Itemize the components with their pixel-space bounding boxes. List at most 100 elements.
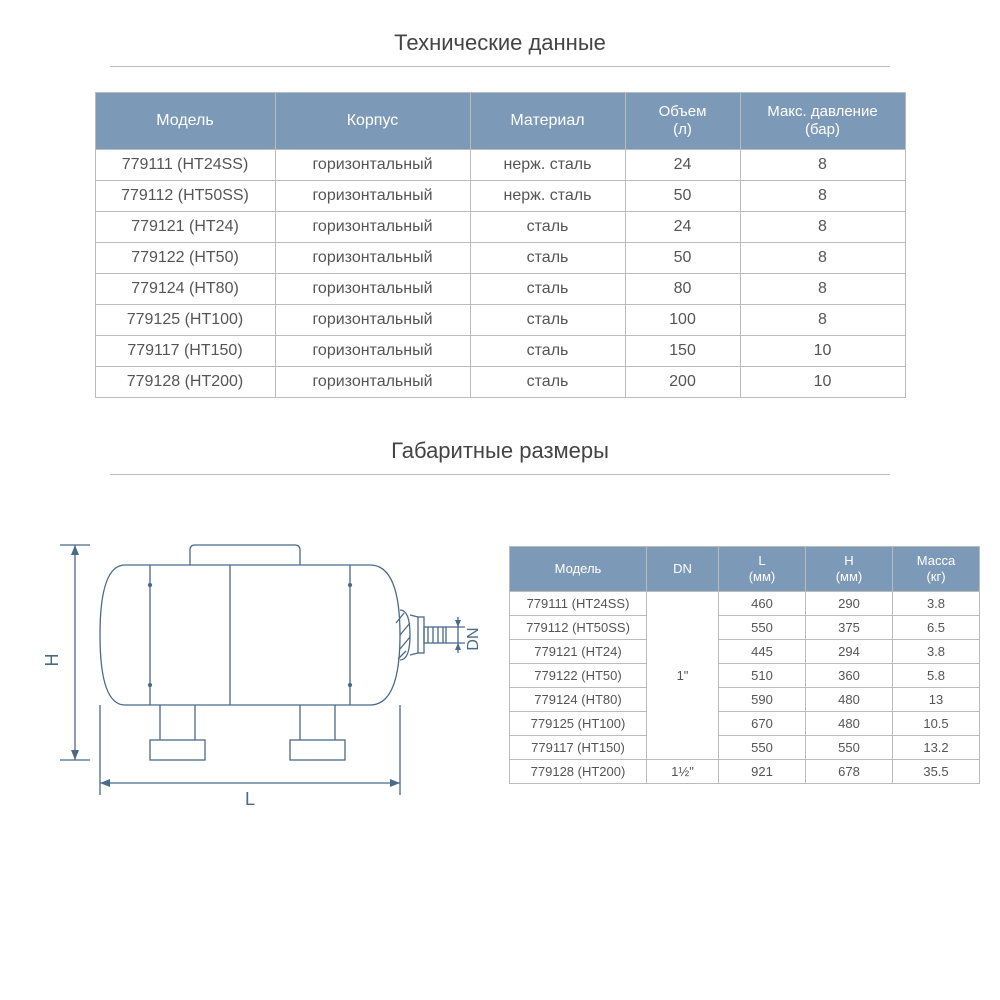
cell-material: сталь (470, 212, 625, 243)
col-l: L (мм) (719, 547, 806, 591)
cell-mass: 5.8 (893, 663, 980, 687)
cell-h: 360 (806, 663, 893, 687)
cell-mass: 10.5 (893, 711, 980, 735)
cell-l: 460 (719, 591, 806, 615)
cell-pmax: 10 (740, 367, 905, 398)
cell-model: 779128 (HT200) (95, 367, 275, 398)
label-l: L (245, 789, 255, 809)
tank-svg: H (40, 515, 480, 815)
col-material: Материал (470, 93, 625, 150)
cell-volume: 50 (625, 243, 740, 274)
cell-model: 779112 (HT50SS) (95, 181, 275, 212)
cell-model: 779117 (HT150) (95, 336, 275, 367)
cell-model: 779112 (HT50SS) (510, 615, 647, 639)
table-row: 779125 (HT100)горизонтальныйсталь1008 (95, 305, 905, 336)
cell-material: сталь (470, 305, 625, 336)
table-row: 779111 (HT24SS)1"4602903.8 (510, 591, 980, 615)
cell-body: горизонтальный (275, 181, 470, 212)
cell-pmax: 8 (740, 305, 905, 336)
label-dn: DN (465, 627, 480, 650)
cell-pmax: 8 (740, 181, 905, 212)
cell-mass: 6.5 (893, 615, 980, 639)
cell-material: сталь (470, 336, 625, 367)
table-row: 779128 (HT200)горизонтальныйсталь20010 (95, 367, 905, 398)
cell-volume: 150 (625, 336, 740, 367)
cell-body: горизонтальный (275, 243, 470, 274)
cell-body: горизонтальный (275, 150, 470, 181)
col-pmax-l1: Макс. давление (767, 103, 877, 120)
cell-volume: 50 (625, 181, 740, 212)
table-row: 779117 (HT150)горизонтальныйсталь15010 (95, 336, 905, 367)
cell-h: 290 (806, 591, 893, 615)
cell-model: 779128 (HT200) (510, 759, 647, 783)
dims-title: Габаритные размеры (0, 438, 1000, 464)
tech-data-title: Технические данные (0, 30, 1000, 56)
cell-l: 445 (719, 639, 806, 663)
cell-model: 779117 (HT150) (510, 735, 647, 759)
cell-dn: 1½" (647, 759, 719, 783)
table-row: 779112 (HT50SS) 5503756.5 (510, 615, 980, 639)
cell-pmax: 8 (740, 243, 905, 274)
cell-volume: 80 (625, 274, 740, 305)
cell-l: 550 (719, 615, 806, 639)
cell-material: нерж. сталь (470, 150, 625, 181)
cell-h: 375 (806, 615, 893, 639)
cell-l: 510 (719, 663, 806, 687)
cell-model: 779124 (HT80) (510, 687, 647, 711)
cell-pmax: 8 (740, 150, 905, 181)
cell-mass: 3.8 (893, 639, 980, 663)
table-header-row: Модель DN L (мм) H (мм) Масса (кг) (510, 547, 980, 591)
col-model: Модель (510, 547, 647, 591)
cell-model: 779125 (HT100) (95, 305, 275, 336)
col-volume: Объем (л) (625, 93, 740, 150)
cell-h: 550 (806, 735, 893, 759)
page: Технические данные Модель Корпус Материа… (0, 0, 1000, 855)
divider (110, 474, 890, 475)
cell-model: 779122 (HT50) (510, 663, 647, 687)
col-volume-l2: (л) (673, 121, 692, 138)
table-row: 779111 (HT24SS)горизонтальныйнерж. сталь… (95, 150, 905, 181)
cell-body: горизонтальный (275, 212, 470, 243)
cell-pmax: 8 (740, 274, 905, 305)
cell-mass: 13.2 (893, 735, 980, 759)
cell-h: 294 (806, 639, 893, 663)
cell-pmax: 10 (740, 336, 905, 367)
table-row: 779125 (HT100)67048010.5 (510, 711, 980, 735)
cell-model: 779121 (HT24) (95, 212, 275, 243)
cell-l: 921 (719, 759, 806, 783)
label-h: H (42, 654, 62, 667)
cell-dn: 1" (647, 591, 719, 759)
cell-mass: 3.8 (893, 591, 980, 615)
col-body: Корпус (275, 93, 470, 150)
cell-body: горизонтальный (275, 305, 470, 336)
table-row: 779121 (HT24)4452943.8 (510, 639, 980, 663)
cell-mass: 35.5 (893, 759, 980, 783)
cell-l: 670 (719, 711, 806, 735)
dims-row: H (40, 515, 980, 815)
cell-material: сталь (470, 367, 625, 398)
cell-material: нерж. сталь (470, 181, 625, 212)
dims-table: Модель DN L (мм) H (мм) Масса (кг) (509, 546, 980, 783)
cell-l: 550 (719, 735, 806, 759)
cell-volume: 24 (625, 212, 740, 243)
tech-data-table: Модель Корпус Материал Объем (л) Макс. д… (95, 92, 906, 398)
col-dn: DN (647, 547, 719, 591)
cell-model: 779125 (HT100) (510, 711, 647, 735)
cell-material: сталь (470, 274, 625, 305)
table-row: 779122 (HT50)горизонтальныйсталь508 (95, 243, 905, 274)
table-row: 779124 (HT80)59048013 (510, 687, 980, 711)
cell-volume: 100 (625, 305, 740, 336)
cell-l: 590 (719, 687, 806, 711)
col-model: Модель (95, 93, 275, 150)
table-row: 779124 (HT80)горизонтальныйсталь808 (95, 274, 905, 305)
col-pmax: Макс. давление (бар) (740, 93, 905, 150)
table-row: 779128 (HT200)1½"92167835.5 (510, 759, 980, 783)
divider (110, 66, 890, 67)
table-header-row: Модель Корпус Материал Объем (л) Макс. д… (95, 93, 905, 150)
table-row: 779117 (HT150)55055013.2 (510, 735, 980, 759)
cell-pmax: 8 (740, 212, 905, 243)
cell-mass: 13 (893, 687, 980, 711)
col-mass: Масса (кг) (893, 547, 980, 591)
table-row: 779112 (HT50SS)горизонтальныйнерж. сталь… (95, 181, 905, 212)
col-volume-l1: Объем (659, 103, 707, 120)
